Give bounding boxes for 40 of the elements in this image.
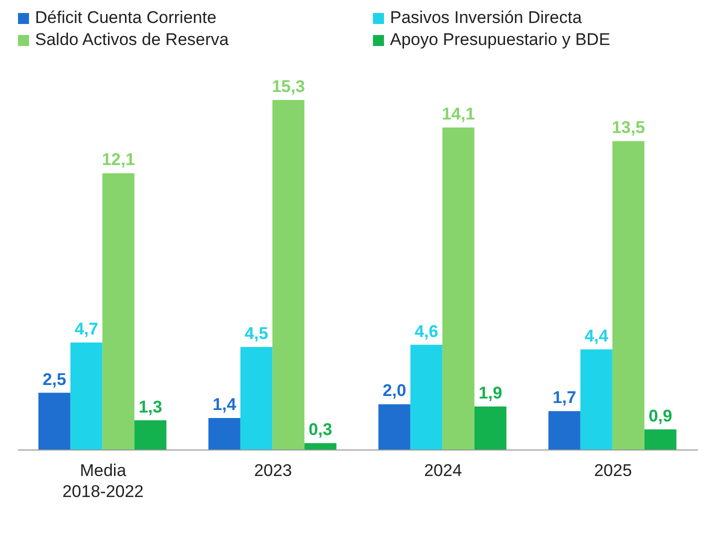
legend-label: Déficit Cuenta Corriente: [35, 8, 216, 28]
data-label: 14,1: [442, 104, 475, 124]
bar: [240, 347, 272, 450]
data-label: 4,4: [584, 326, 609, 346]
data-label: 4,6: [414, 322, 438, 341]
bar: [612, 141, 644, 450]
data-label: 15,3: [272, 77, 305, 96]
bar: [378, 404, 410, 450]
x-tick-label: Media 2018-2022: [62, 461, 144, 501]
bar: [38, 392, 70, 450]
x-tick-label: 2024: [424, 461, 462, 480]
legend-label: Saldo Activos de Reserva: [35, 30, 229, 50]
data-label: 2,0: [382, 381, 406, 400]
bar: [208, 418, 240, 450]
data-label: 1,7: [552, 388, 576, 408]
bar: [410, 344, 442, 450]
bar: [644, 429, 676, 450]
data-label: 0,9: [648, 406, 672, 426]
x-tick-label: 2025: [594, 461, 632, 480]
bar: [580, 349, 612, 450]
data-label: 13,5: [612, 118, 645, 138]
x-tick-label: 2023: [254, 461, 292, 480]
bar: [70, 342, 102, 450]
bar: [102, 173, 134, 450]
data-label: 1,9: [478, 384, 502, 403]
bar: [474, 406, 506, 450]
data-label: 4,5: [244, 324, 268, 344]
data-label: 4,7: [74, 319, 98, 338]
bar: [548, 411, 580, 450]
data-label: 12,1: [102, 150, 135, 170]
bar: [304, 443, 336, 450]
bar: [272, 100, 304, 450]
bar: [442, 127, 474, 450]
data-label: 2,5: [42, 370, 66, 389]
data-label: 1,4: [212, 394, 237, 414]
legend-label: Apoyo Presupuestario y BDE: [390, 30, 610, 50]
data-label: 1,3: [138, 397, 162, 416]
data-label: 0,3: [308, 420, 332, 440]
bar: [134, 420, 166, 450]
legend-label: Pasivos Inversión Directa: [390, 8, 582, 28]
